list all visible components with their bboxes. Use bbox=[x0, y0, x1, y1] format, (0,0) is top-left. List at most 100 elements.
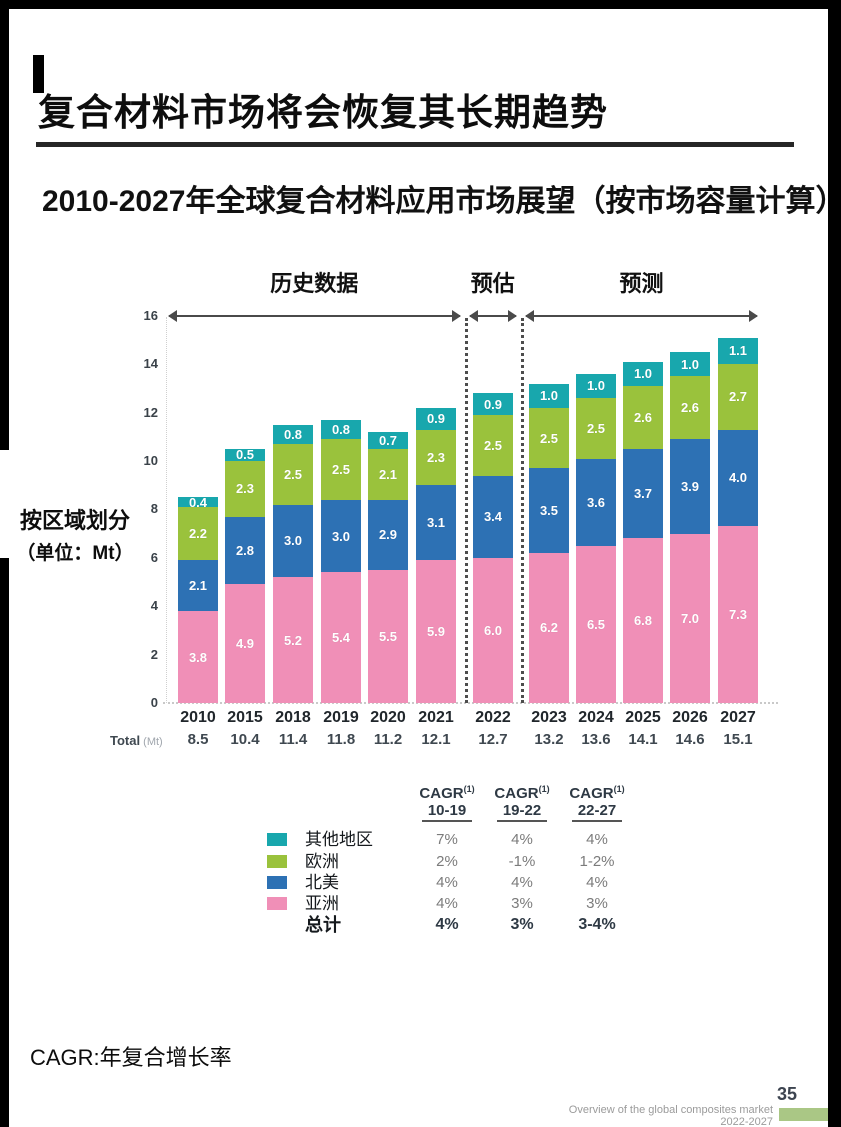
cagr-header-superscript: (1) bbox=[613, 784, 625, 794]
bar-segment: 2.6 bbox=[623, 385, 663, 449]
totals-row-unit: (Mt) bbox=[140, 736, 163, 748]
footer-accent-bar bbox=[779, 1108, 828, 1121]
totals-row-label-text: Total bbox=[110, 733, 141, 748]
x-axis-baseline bbox=[163, 702, 778, 704]
cagr-header-period: 10-19 bbox=[427, 802, 467, 819]
y-tick-label: 4 bbox=[150, 598, 158, 614]
bar-segment: 0.4 bbox=[178, 494, 218, 510]
segment-value: 3.0 bbox=[331, 528, 351, 544]
category-year-label: 2026 bbox=[672, 709, 708, 726]
segment-value: 1.1 bbox=[728, 343, 748, 359]
y-axis-label: 按区域划分 （单位：Mt） bbox=[5, 503, 145, 565]
legend-swatch bbox=[267, 833, 287, 846]
y-tick-label: 14 bbox=[143, 356, 158, 372]
cagr-value: 4% bbox=[435, 916, 459, 933]
segment-value: 2.9 bbox=[378, 527, 398, 543]
legend-swatch bbox=[267, 897, 287, 910]
category-year-label: 2022 bbox=[475, 709, 511, 726]
page-title: 复合材料市场将会恢复其长期趋势 bbox=[38, 92, 608, 133]
legend-label: 总计 bbox=[305, 915, 341, 935]
bar-segment: 3.8 bbox=[178, 611, 218, 703]
bar-segment: 2.5 bbox=[473, 415, 513, 476]
bar-segment: 1.0 bbox=[623, 361, 663, 386]
total-value: 11.4 bbox=[278, 731, 308, 748]
legend-label: 北美 bbox=[305, 873, 339, 892]
cagr-value: 3% bbox=[586, 895, 608, 912]
phase-divider-dotted-line bbox=[464, 318, 468, 703]
segment-value: 6.0 bbox=[483, 622, 503, 638]
category-year-label: 2024 bbox=[578, 709, 614, 726]
legend-label: 亚洲 bbox=[305, 894, 339, 913]
segment-value: 2.5 bbox=[483, 437, 503, 453]
cagr-column-header: CAGR(1) 22-27 bbox=[552, 781, 642, 819]
segment-value: 3.6 bbox=[586, 494, 606, 510]
segment-value: 0.5 bbox=[235, 447, 255, 463]
bar-segment: 5.4 bbox=[321, 572, 361, 703]
segment-value: 3.8 bbox=[188, 649, 208, 665]
total-value: 14.1 bbox=[628, 731, 658, 748]
segment-value: 2.6 bbox=[680, 400, 700, 416]
segment-value: 2.5 bbox=[539, 430, 559, 446]
total-value: 10.4 bbox=[230, 731, 260, 748]
legend-label: 其他地区 bbox=[305, 830, 373, 849]
bar-segment: 5.2 bbox=[273, 577, 313, 703]
segment-value: 2.5 bbox=[283, 466, 303, 482]
segment-value: 0.4 bbox=[188, 494, 208, 510]
y-tick-label: 2 bbox=[150, 646, 158, 662]
y-tick-label: 16 bbox=[143, 307, 158, 323]
totals-row-label: Total (Mt) bbox=[110, 733, 163, 748]
segment-value: 2.7 bbox=[728, 389, 748, 405]
segment-value: 0.7 bbox=[378, 432, 398, 448]
bar-segment: 2.5 bbox=[273, 444, 313, 505]
y-axis-line bbox=[166, 317, 167, 703]
cagr-header-rule bbox=[497, 820, 547, 822]
bar-segment: 2.3 bbox=[225, 461, 265, 517]
category-year-label: 2010 bbox=[180, 709, 216, 726]
segment-value: 0.9 bbox=[426, 411, 446, 427]
segment-value: 1.0 bbox=[633, 366, 653, 382]
scan-border-left-upper bbox=[0, 0, 9, 450]
total-value: 14.6 bbox=[675, 731, 705, 748]
segment-value: 3.4 bbox=[483, 509, 503, 525]
cagr-value: -1% bbox=[508, 853, 536, 870]
cagr-value: 4% bbox=[586, 874, 608, 891]
cagr-header-period: 22-27 bbox=[577, 802, 617, 819]
segment-value: 4.9 bbox=[235, 636, 255, 652]
bar-segment: 3.1 bbox=[416, 485, 456, 561]
bar-segment: 6.0 bbox=[473, 557, 513, 703]
segment-value: 3.9 bbox=[680, 478, 700, 494]
category-year-label: 2023 bbox=[531, 709, 567, 726]
segment-value: 2.5 bbox=[586, 420, 606, 436]
cagr-value: 3-4% bbox=[578, 916, 616, 933]
bar-segment: 2.2 bbox=[178, 506, 218, 561]
segment-value: 2.6 bbox=[633, 409, 653, 425]
total-value: 11.2 bbox=[373, 731, 403, 748]
title-underline bbox=[36, 142, 794, 147]
cagr-header-rule bbox=[422, 820, 472, 822]
scan-border-top bbox=[0, 0, 841, 9]
bar-segment: 3.6 bbox=[576, 458, 616, 546]
total-value: 13.6 bbox=[581, 731, 611, 748]
segment-value: 4.0 bbox=[728, 470, 748, 486]
bar-segment: 2.1 bbox=[178, 560, 218, 612]
y-tick-label: 12 bbox=[143, 404, 158, 420]
segment-value: 7.3 bbox=[728, 607, 748, 623]
cagr-header-name: CAGR(1) bbox=[569, 784, 625, 802]
chart-title: 2010-2027年全球复合材料应用市场展望（按市场容量计算） bbox=[42, 185, 841, 218]
cagr-header-period: 19-22 bbox=[502, 802, 542, 819]
bar-segment: 0.8 bbox=[273, 424, 313, 445]
category-year-label: 2027 bbox=[720, 709, 756, 726]
segment-value: 7.0 bbox=[680, 610, 700, 626]
bar-segment: 1.0 bbox=[670, 352, 710, 377]
bar-segment: 1.0 bbox=[529, 383, 569, 408]
bar-segment: 5.9 bbox=[416, 560, 456, 703]
total-value: 12.1 bbox=[421, 731, 451, 748]
cagr-header-name: CAGR(1) bbox=[419, 784, 475, 802]
bar-segment: 3.4 bbox=[473, 475, 513, 558]
bar-segment: 2.8 bbox=[225, 516, 265, 585]
bar-segment: 0.5 bbox=[225, 447, 265, 463]
scan-artifact-mark bbox=[33, 55, 44, 93]
